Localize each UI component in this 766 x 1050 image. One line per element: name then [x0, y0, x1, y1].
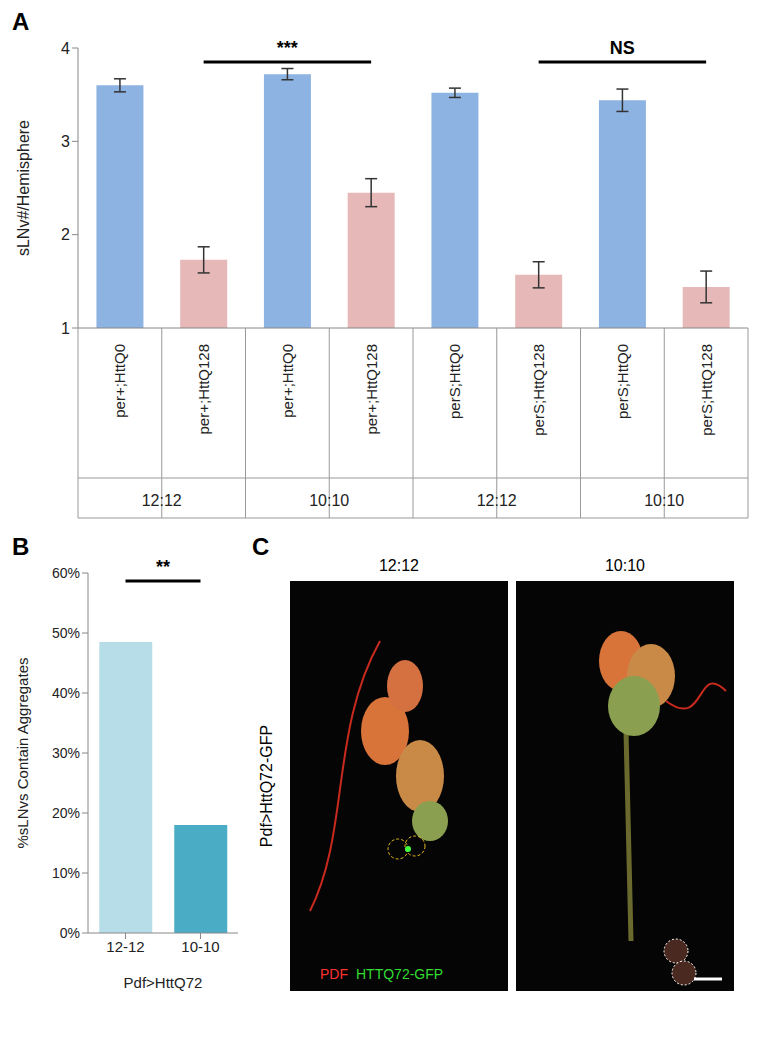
- svg-text:Pdf>HttQ72: Pdf>HttQ72: [124, 974, 203, 991]
- svg-text:40%: 40%: [52, 685, 80, 701]
- svg-text:per+;HttQ0: per+;HttQ0: [111, 344, 128, 418]
- svg-text:12:12: 12:12: [379, 557, 419, 574]
- svg-text:4: 4: [61, 40, 70, 57]
- svg-text:per+;HttQ128: per+;HttQ128: [195, 344, 212, 434]
- svg-text:10:10: 10:10: [605, 557, 645, 574]
- svg-text:10%: 10%: [52, 865, 80, 881]
- svg-text:perS;HttQ0: perS;HttQ0: [614, 344, 631, 419]
- svg-text:perS;HttQ128: perS;HttQ128: [530, 344, 547, 436]
- svg-text:sLNv#/Hemisphere: sLNv#/Hemisphere: [15, 120, 32, 256]
- svg-text:C: C: [252, 533, 269, 560]
- svg-text:**: **: [156, 557, 170, 577]
- svg-text:per+;HttQ128: per+;HttQ128: [363, 344, 380, 434]
- svg-text:Pdf>HttQ72-GFP: Pdf>HttQ72-GFP: [258, 725, 275, 847]
- svg-text:30%: 30%: [52, 745, 80, 761]
- svg-text:0%: 0%: [60, 925, 80, 941]
- svg-text:10-10: 10-10: [181, 938, 219, 955]
- svg-text:50%: 50%: [52, 625, 80, 641]
- svg-text:NS: NS: [610, 38, 635, 58]
- svg-text:perS;HttQ0: perS;HttQ0: [446, 344, 463, 419]
- svg-text:%sLNvs Contain Aggregates: %sLNvs Contain Aggregates: [14, 658, 31, 849]
- svg-text:60%: 60%: [52, 565, 80, 581]
- svg-text:B: B: [12, 533, 29, 560]
- svg-text:12-12: 12-12: [106, 938, 144, 955]
- svg-text:2: 2: [61, 226, 70, 243]
- svg-text:20%: 20%: [52, 805, 80, 821]
- svg-text:A: A: [12, 8, 29, 35]
- svg-text:1: 1: [61, 320, 70, 337]
- svg-text:per+;HttQ0: per+;HttQ0: [279, 344, 296, 418]
- svg-text:***: ***: [277, 38, 298, 58]
- svg-text:12:12: 12:12: [477, 492, 517, 509]
- svg-text:3: 3: [61, 133, 70, 150]
- svg-text:PDFHTTQ72-GFP: PDFHTTQ72-GFP: [320, 966, 443, 982]
- svg-text:10:10: 10:10: [644, 492, 684, 509]
- svg-text:10:10: 10:10: [309, 492, 349, 509]
- svg-text:12:12: 12:12: [142, 492, 182, 509]
- svg-text:perS;HttQ128: perS;HttQ128: [698, 344, 715, 436]
